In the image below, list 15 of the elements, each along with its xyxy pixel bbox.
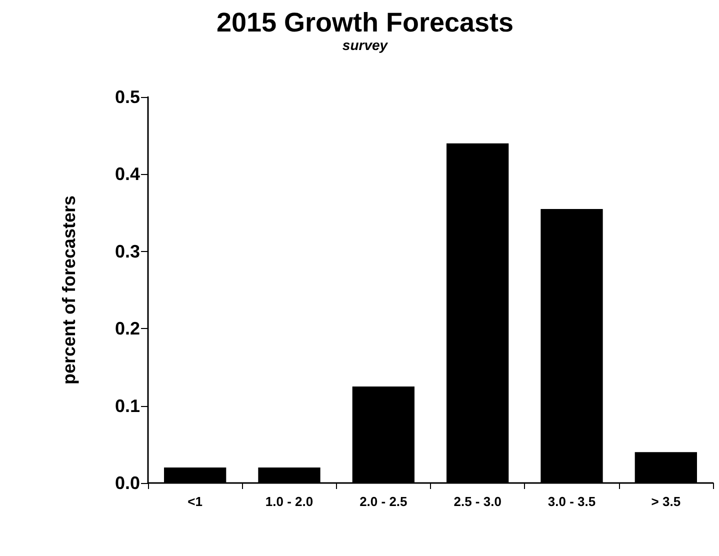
chart-title: 2015 Growth Forecasts bbox=[216, 8, 514, 38]
x-tick-label: 2.5 - 3.0 bbox=[454, 494, 502, 509]
chart-subtitle: survey bbox=[342, 37, 389, 53]
y-tick-label: 0.1 bbox=[114, 396, 140, 416]
x-tick-label: 1.0 - 2.0 bbox=[265, 494, 314, 509]
y-tick-label: 0.4 bbox=[114, 164, 140, 184]
y-axis-title: percent of forecasters bbox=[59, 195, 79, 385]
x-tick-label: 3.0 - 3.5 bbox=[548, 494, 596, 509]
x-tick-label: <1 bbox=[188, 494, 202, 509]
y-tick-label: 0.2 bbox=[114, 318, 140, 339]
y-tick-label: 0.0 bbox=[114, 473, 140, 493]
y-tick-label: 0.5 bbox=[114, 87, 140, 107]
y-tick-label: 0.3 bbox=[114, 241, 140, 262]
x-tick-label: > 3.5 bbox=[651, 494, 681, 509]
x-tick-label: 2.0 - 2.5 bbox=[360, 494, 408, 509]
